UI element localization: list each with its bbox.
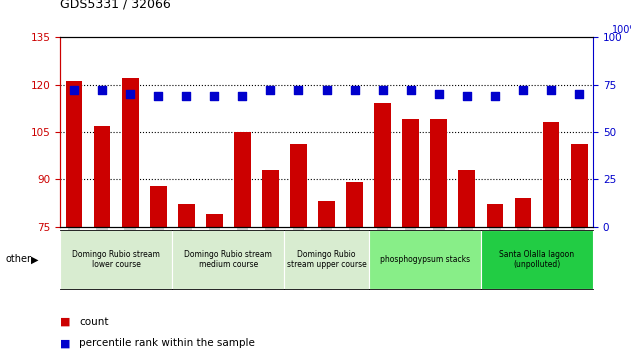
Bar xyxy=(570,144,587,354)
Bar xyxy=(122,78,139,354)
Point xyxy=(462,93,472,99)
Point xyxy=(69,87,79,93)
Text: Domingo Rubio stream
medium course: Domingo Rubio stream medium course xyxy=(184,250,272,269)
Text: phosphogypsum stacks: phosphogypsum stacks xyxy=(380,255,470,264)
Text: Domingo Rubio
stream upper course: Domingo Rubio stream upper course xyxy=(286,250,367,269)
Point xyxy=(237,93,247,99)
Point xyxy=(433,91,444,97)
Bar xyxy=(66,81,83,354)
Point xyxy=(518,87,528,93)
Text: percentile rank within the sample: percentile rank within the sample xyxy=(79,338,255,348)
Bar xyxy=(318,201,335,354)
Text: GDS5331 / 32066: GDS5331 / 32066 xyxy=(60,0,171,11)
Text: 100%: 100% xyxy=(612,25,631,35)
Text: count: count xyxy=(79,317,109,327)
Bar xyxy=(178,205,194,354)
Point xyxy=(266,87,276,93)
Bar xyxy=(234,132,251,354)
Point xyxy=(153,93,163,99)
Text: ■: ■ xyxy=(60,317,71,327)
Bar xyxy=(487,205,504,354)
Point xyxy=(125,91,135,97)
Bar xyxy=(290,144,307,354)
Bar xyxy=(346,182,363,354)
Bar xyxy=(374,103,391,354)
Bar xyxy=(543,122,560,354)
Point xyxy=(350,87,360,93)
Text: Domingo Rubio stream
lower course: Domingo Rubio stream lower course xyxy=(72,250,160,269)
Point xyxy=(321,87,332,93)
Text: ■: ■ xyxy=(60,338,71,348)
Point xyxy=(293,87,304,93)
Text: ▶: ▶ xyxy=(31,254,38,264)
Bar xyxy=(150,185,167,354)
Point xyxy=(574,91,584,97)
Point xyxy=(406,87,416,93)
Text: Santa Olalla lagoon
(unpolluted): Santa Olalla lagoon (unpolluted) xyxy=(500,250,575,269)
Bar xyxy=(514,198,531,354)
Text: other: other xyxy=(5,254,31,264)
Bar xyxy=(403,119,419,354)
Point xyxy=(377,87,387,93)
Point xyxy=(209,93,220,99)
Bar xyxy=(459,170,475,354)
Point xyxy=(97,87,107,93)
Point xyxy=(546,87,556,93)
Bar xyxy=(93,126,110,354)
Bar xyxy=(430,119,447,354)
Bar xyxy=(262,170,279,354)
Point xyxy=(181,93,191,99)
Bar xyxy=(206,214,223,354)
Point xyxy=(490,93,500,99)
